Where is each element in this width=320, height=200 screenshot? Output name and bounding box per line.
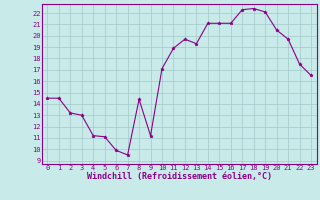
X-axis label: Windchill (Refroidissement éolien,°C): Windchill (Refroidissement éolien,°C) — [87, 172, 272, 181]
